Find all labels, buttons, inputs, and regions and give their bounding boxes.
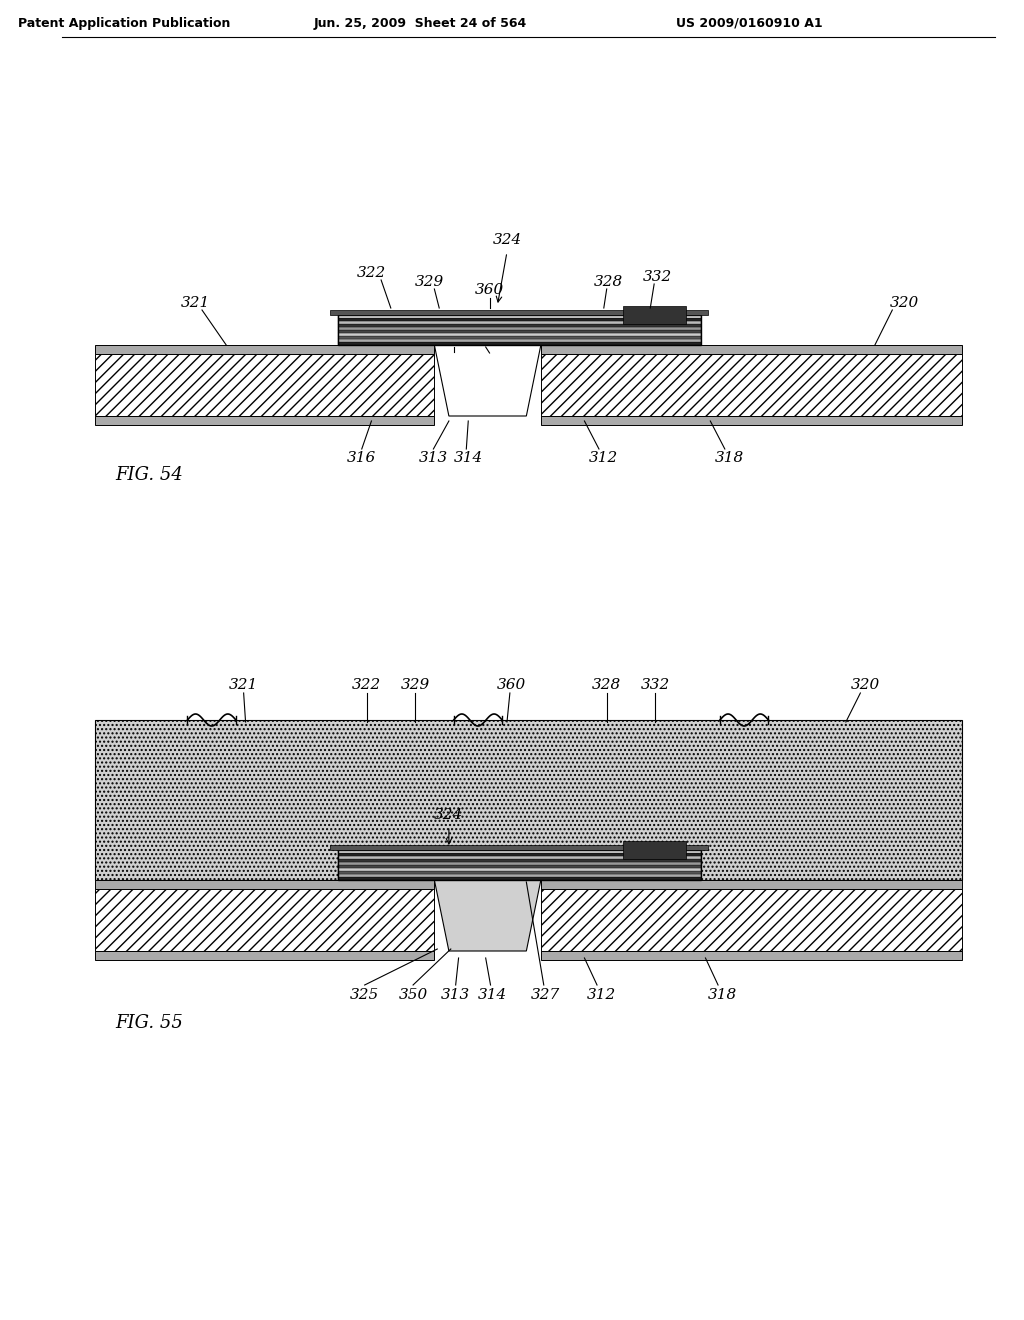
Text: Jun. 25, 2009  Sheet 24 of 564: Jun. 25, 2009 Sheet 24 of 564 xyxy=(313,16,526,29)
Text: 327: 327 xyxy=(531,987,560,1002)
Bar xyxy=(95,719,962,880)
Text: 324: 324 xyxy=(493,234,521,247)
Text: 332: 332 xyxy=(640,678,670,692)
Bar xyxy=(338,337,700,339)
Bar xyxy=(338,871,700,874)
Bar xyxy=(338,862,700,865)
Text: 313: 313 xyxy=(441,987,470,1002)
Text: 329: 329 xyxy=(400,678,430,692)
Bar xyxy=(338,315,700,318)
Bar xyxy=(541,888,962,950)
Text: 322: 322 xyxy=(352,678,381,692)
Text: US 2009/0160910 A1: US 2009/0160910 A1 xyxy=(676,16,822,29)
Bar xyxy=(338,855,700,859)
Bar xyxy=(95,354,434,416)
Text: 324: 324 xyxy=(434,808,464,822)
Bar xyxy=(338,342,700,345)
Bar xyxy=(624,306,686,323)
Text: 314: 314 xyxy=(454,451,483,465)
Bar xyxy=(541,345,962,354)
Text: FIG. 54: FIG. 54 xyxy=(115,466,182,484)
Text: 360: 360 xyxy=(475,282,504,297)
Text: 321: 321 xyxy=(180,296,210,310)
Bar xyxy=(338,874,700,876)
Bar xyxy=(338,859,700,862)
Text: 321: 321 xyxy=(229,678,258,692)
Text: 329: 329 xyxy=(415,275,444,289)
Bar xyxy=(95,880,434,888)
Text: 312: 312 xyxy=(589,451,618,465)
Text: 327: 327 xyxy=(478,355,507,370)
Text: 328: 328 xyxy=(592,678,622,692)
Bar xyxy=(338,876,700,880)
Bar xyxy=(624,841,686,859)
Bar xyxy=(95,950,434,960)
Bar xyxy=(95,345,434,354)
Bar xyxy=(541,416,962,425)
Bar xyxy=(338,865,700,869)
Bar xyxy=(338,318,700,321)
Polygon shape xyxy=(434,880,541,950)
Text: 318: 318 xyxy=(715,451,744,465)
Text: FIG. 55: FIG. 55 xyxy=(115,1014,182,1032)
Text: 312: 312 xyxy=(587,987,616,1002)
Bar xyxy=(330,845,709,850)
Bar xyxy=(338,323,700,327)
Bar xyxy=(338,339,700,342)
Text: Patent Application Publication: Patent Application Publication xyxy=(18,16,230,29)
Bar xyxy=(338,321,700,323)
Bar xyxy=(330,310,709,315)
Bar xyxy=(338,330,700,333)
Text: 322: 322 xyxy=(356,267,386,280)
Text: 328: 328 xyxy=(594,275,624,289)
Bar xyxy=(541,950,962,960)
Text: 360: 360 xyxy=(498,678,526,692)
Text: 320: 320 xyxy=(889,296,919,310)
Text: 332: 332 xyxy=(642,271,672,284)
Bar xyxy=(338,333,700,337)
Bar xyxy=(338,315,700,345)
Text: 325: 325 xyxy=(350,987,379,1002)
Text: 325: 325 xyxy=(439,352,468,367)
Bar xyxy=(338,853,700,855)
Bar xyxy=(338,869,700,871)
Text: 314: 314 xyxy=(478,987,507,1002)
Text: 350: 350 xyxy=(398,987,428,1002)
Text: 316: 316 xyxy=(347,451,377,465)
Bar xyxy=(338,850,700,880)
Text: 318: 318 xyxy=(709,987,737,1002)
Bar xyxy=(541,880,962,888)
Bar xyxy=(338,850,700,853)
Bar xyxy=(95,416,434,425)
Bar xyxy=(95,888,434,950)
Bar xyxy=(338,327,700,330)
Text: 313: 313 xyxy=(419,451,449,465)
Text: 320: 320 xyxy=(851,678,880,692)
Bar xyxy=(541,354,962,416)
Polygon shape xyxy=(434,345,541,416)
